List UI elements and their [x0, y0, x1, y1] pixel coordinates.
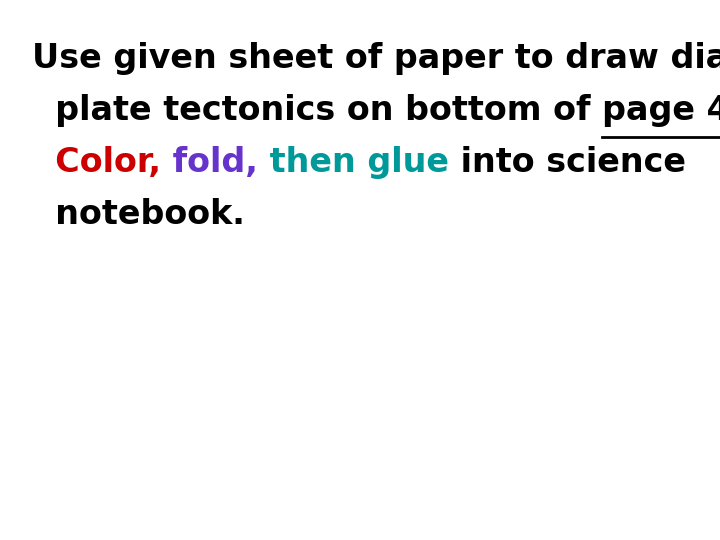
Text: notebook.: notebook. [32, 198, 245, 231]
Text: into science: into science [449, 146, 686, 179]
Text: fold,: fold, [161, 146, 258, 179]
Text: then glue: then glue [258, 146, 449, 179]
Text: plate tectonics on bottom of page 44-45.: plate tectonics on bottom of page 44-45. [32, 94, 720, 127]
Text: Color,: Color, [32, 146, 161, 179]
Text: Use given sheet of paper to draw diagram of: Use given sheet of paper to draw diagram… [32, 42, 720, 75]
